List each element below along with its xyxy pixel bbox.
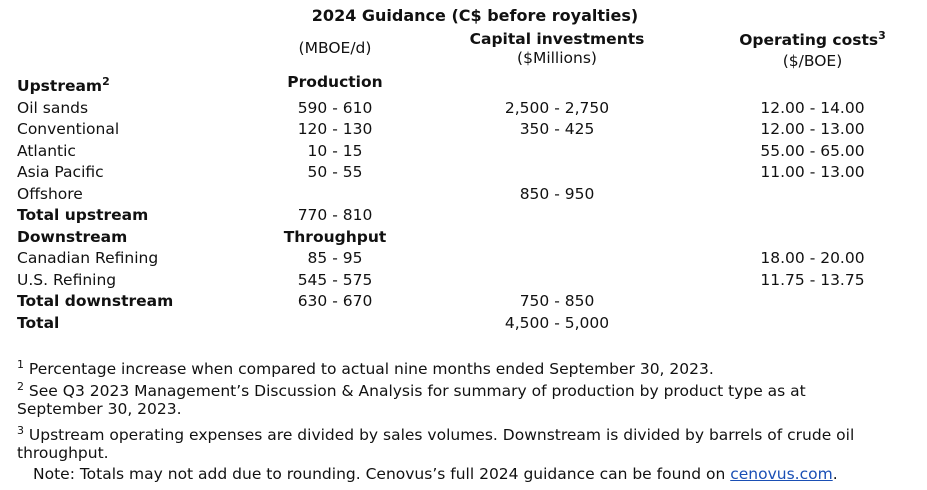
rounding-note: Note: Totals may not add due to rounding… bbox=[33, 465, 838, 483]
table-title: 2024 Guidance (C$ before royalties) bbox=[311, 6, 639, 25]
footnote-1: 1 Percentage increase when compared to a… bbox=[17, 358, 917, 378]
rounding-note-text: Note: Totals may not add due to rounding… bbox=[33, 465, 731, 483]
operating-header-sup: 3 bbox=[878, 29, 886, 42]
production-column-heading: Production bbox=[287, 73, 383, 91]
row-label: Asia Pacific bbox=[17, 163, 104, 181]
row-label: Total downstream bbox=[17, 292, 174, 310]
row-label: Atlantic bbox=[17, 142, 76, 160]
production-cell: 770 - 810 bbox=[297, 206, 373, 224]
downstream-section-label: Downstream bbox=[17, 228, 128, 246]
operating-cell: 18.00 - 20.00 bbox=[760, 249, 865, 267]
footnote-2-sup: 2 bbox=[17, 380, 24, 393]
operating-cell: 11.75 - 13.75 bbox=[760, 271, 865, 289]
operating-cell: 12.00 - 14.00 bbox=[760, 99, 865, 117]
row-label: Oil sands bbox=[17, 99, 89, 117]
row-label: Total bbox=[17, 314, 60, 332]
row-label: Offshore bbox=[17, 185, 83, 203]
capital-unit-header: ($Millions) bbox=[517, 49, 597, 67]
operating-cell: 55.00 - 65.00 bbox=[760, 142, 865, 160]
production-cell: 85 - 95 bbox=[307, 249, 363, 267]
footnote-1-sup: 1 bbox=[17, 358, 24, 371]
capital-cell: 4,500 - 5,000 bbox=[504, 314, 610, 332]
rounding-note-suffix: . bbox=[832, 465, 838, 483]
operating-header-text: Operating costs bbox=[739, 31, 879, 49]
capital-header: Capital investments bbox=[469, 30, 645, 48]
production-unit-header: (MBOE/d) bbox=[298, 39, 372, 57]
cenovus-link[interactable]: cenovus.com bbox=[730, 465, 833, 483]
row-label: U.S. Refining bbox=[17, 271, 117, 289]
footnote-2: 2 See Q3 2023 Management’s Discussion & … bbox=[17, 380, 877, 418]
upstream-label-sup: 2 bbox=[102, 75, 110, 88]
upstream-section-label: Upstream2 bbox=[17, 75, 110, 95]
production-cell: 630 - 670 bbox=[297, 292, 373, 310]
production-cell: 545 - 575 bbox=[297, 271, 373, 289]
capital-cell: 2,500 - 2,750 bbox=[504, 99, 610, 117]
row-label: Canadian Refining bbox=[17, 249, 159, 267]
capital-cell: 350 - 425 bbox=[519, 120, 595, 138]
production-cell: 590 - 610 bbox=[297, 99, 373, 117]
footnote-3-sup: 3 bbox=[17, 424, 24, 437]
footnote-3: 3 Upstream operating expenses are divide… bbox=[17, 424, 917, 462]
throughput-column-heading: Throughput bbox=[283, 228, 387, 246]
upstream-label-text: Upstream bbox=[17, 77, 103, 95]
operating-unit-header: ($/BOE) bbox=[782, 52, 843, 70]
capital-cell: 750 - 850 bbox=[519, 292, 595, 310]
production-cell: 10 - 15 bbox=[307, 142, 363, 160]
operating-header: Operating costs3 bbox=[715, 29, 910, 49]
footnote-2-text: See Q3 2023 Management’s Discussion & An… bbox=[17, 382, 806, 418]
capital-cell: 850 - 950 bbox=[519, 185, 595, 203]
production-cell: 120 - 130 bbox=[297, 120, 373, 138]
footnote-3-text: Upstream operating expenses are divided … bbox=[17, 426, 855, 462]
operating-cell: 12.00 - 13.00 bbox=[760, 120, 865, 138]
row-label: Total upstream bbox=[17, 206, 149, 224]
operating-cell: 11.00 - 13.00 bbox=[760, 163, 865, 181]
production-cell: 50 - 55 bbox=[307, 163, 363, 181]
row-label: Conventional bbox=[17, 120, 120, 138]
footnote-1-text: Percentage increase when compared to act… bbox=[24, 360, 714, 378]
